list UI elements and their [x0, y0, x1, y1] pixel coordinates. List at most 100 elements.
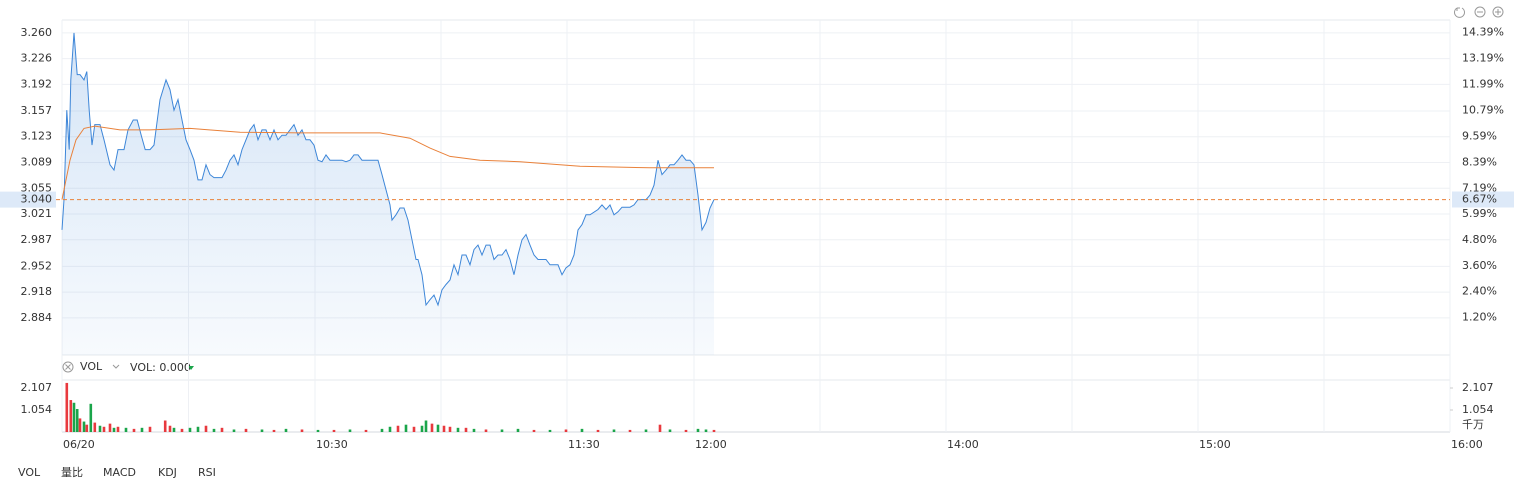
volume-bar: [196, 426, 200, 432]
toolbar: [1454, 6, 1504, 18]
last-price-label: 3.040: [21, 193, 53, 206]
y2-tick-label: 1.20%: [1462, 311, 1497, 324]
volume-bar: [712, 429, 716, 432]
volume-bar: [116, 426, 120, 432]
vol-readout: VOL: 0.000: [130, 361, 191, 374]
y-tick-label: 2.884: [21, 311, 53, 324]
indicator-tab[interactable]: 量比: [61, 466, 83, 479]
volume-bar: [442, 425, 446, 432]
volume-bar: [89, 403, 93, 432]
vol-tick-label-right: 2.107: [1462, 381, 1494, 394]
volume-bar: [102, 426, 106, 432]
volume-bar: [232, 429, 236, 432]
y2-tick-label: 14.39%: [1462, 26, 1504, 39]
y-tick-label: 3.021: [21, 207, 53, 220]
x-tick-label: 16:00: [1451, 438, 1483, 451]
indicator-tab[interactable]: MACD: [103, 466, 136, 479]
indicator-tab[interactable]: RSI: [198, 466, 216, 479]
y-tick-label: 3.226: [21, 52, 53, 65]
vol-header: VOL VOL: 0.000: [62, 360, 194, 374]
y-tick-label: 2.987: [21, 233, 53, 246]
volume-bar: [668, 429, 672, 432]
y-tick-label: 3.192: [21, 77, 53, 90]
price-area: [62, 32, 714, 356]
volume-bar: [436, 424, 440, 432]
close-icon-x: [65, 364, 71, 370]
x-tick-label: 14:00: [947, 438, 979, 451]
volume-bar: [658, 424, 662, 432]
vol-tick-label: 2.107: [21, 381, 53, 394]
x-tick-label: 12:00: [695, 438, 727, 451]
volume-bar: [98, 425, 102, 432]
volume-bar: [188, 427, 192, 432]
y2-tick-label: 11.99%: [1462, 78, 1504, 91]
volume-bar: [424, 420, 428, 432]
volume-bar: [448, 426, 452, 432]
y2-tick-label: 2.40%: [1462, 285, 1497, 298]
volume-bar: [124, 427, 128, 432]
volume-bar: [564, 429, 568, 432]
vol-unit: 千万: [1462, 418, 1484, 431]
volume-bar: [260, 429, 264, 432]
y-tick-label: 3.123: [21, 130, 53, 143]
volume-bar: [396, 425, 400, 432]
readout-arrow: [188, 366, 194, 370]
y-tick-label: 2.952: [21, 259, 53, 272]
dropdown-icon[interactable]: [112, 364, 120, 369]
volume-bar: [172, 427, 176, 432]
volume-bar: [244, 428, 248, 432]
last-price-box: [0, 191, 56, 208]
y-tick-label: 2.918: [21, 285, 53, 298]
last-pct-box: [1452, 191, 1514, 208]
volume-bar: [380, 428, 384, 432]
volume-bar: [180, 428, 184, 432]
volume-bar: [580, 428, 584, 432]
volume-bar: [112, 427, 116, 432]
volume-bar: [412, 426, 416, 432]
y2-tick-label: 8.39%: [1462, 155, 1497, 168]
volume-bar: [93, 422, 97, 432]
volume-bar: [140, 427, 144, 432]
vol-header-label: VOL: [80, 360, 103, 373]
volume-bar: [132, 428, 136, 432]
vol-tick-label-right: 1.054: [1462, 403, 1494, 416]
volume-bar: [644, 429, 648, 432]
y2-tick-label: 9.59%: [1462, 129, 1497, 142]
reset-icon[interactable]: [1454, 7, 1465, 18]
y-tick-label: 3.260: [21, 26, 53, 39]
volume-bar: [404, 424, 408, 432]
vol-tick-label: 1.054: [21, 403, 53, 416]
volume-bar: [148, 426, 152, 432]
volume-bar: [82, 421, 86, 432]
price-line: [61, 32, 715, 307]
volume-bar: [220, 427, 224, 432]
zoom-out-icon[interactable]: [1474, 6, 1486, 18]
volume-bar: [78, 418, 82, 432]
volume-bar: [332, 429, 336, 432]
volume-bar: [65, 382, 69, 432]
y2-tick-label: 13.19%: [1462, 52, 1504, 65]
volume-bar: [300, 429, 304, 432]
volume-bar: [85, 424, 89, 432]
volume-bar: [69, 400, 73, 432]
x-tick-label: 15:00: [1199, 438, 1231, 451]
volume-bar: [500, 429, 504, 432]
y2-tick-label: 5.99%: [1462, 207, 1497, 220]
indicator-tab[interactable]: KDJ: [158, 466, 177, 479]
x-tick-label: 11:30: [568, 438, 600, 451]
volume-bar: [108, 423, 112, 432]
volume-bar: [212, 428, 216, 432]
x-tick-label: 06/20: [63, 438, 95, 451]
volume-bar: [388, 426, 392, 432]
volume-bar: [612, 429, 616, 432]
volume-bar: [272, 429, 276, 432]
volume-bar: [430, 423, 434, 432]
volume-bar: [516, 428, 520, 432]
volume-bar: [464, 427, 468, 432]
volume-bar: [704, 429, 708, 432]
indicator-tab[interactable]: VOL: [18, 466, 41, 479]
volume-bar: [364, 429, 368, 432]
zoom-in-icon[interactable]: [1492, 6, 1504, 18]
close-icon[interactable]: [62, 361, 74, 373]
